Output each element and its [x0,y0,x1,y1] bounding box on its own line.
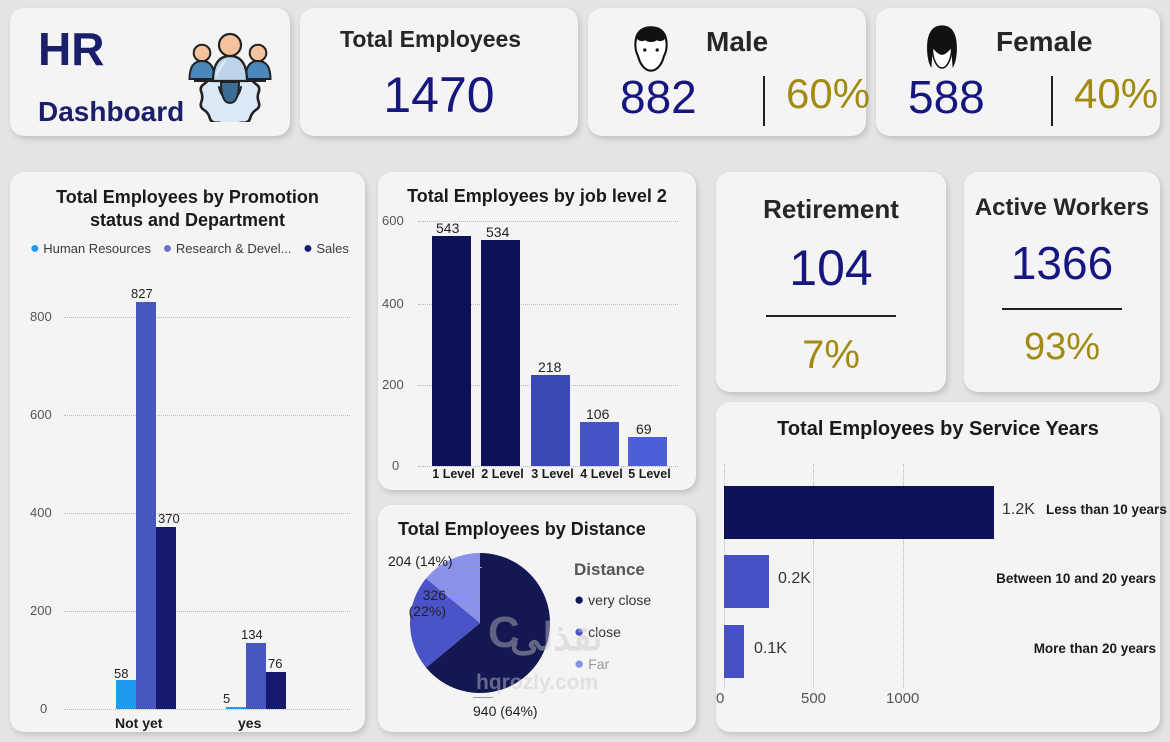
svg-text:hqrozly.com: hqrozly.com [476,671,598,694]
svg-text:نقذلى: نقذلى [510,617,603,659]
